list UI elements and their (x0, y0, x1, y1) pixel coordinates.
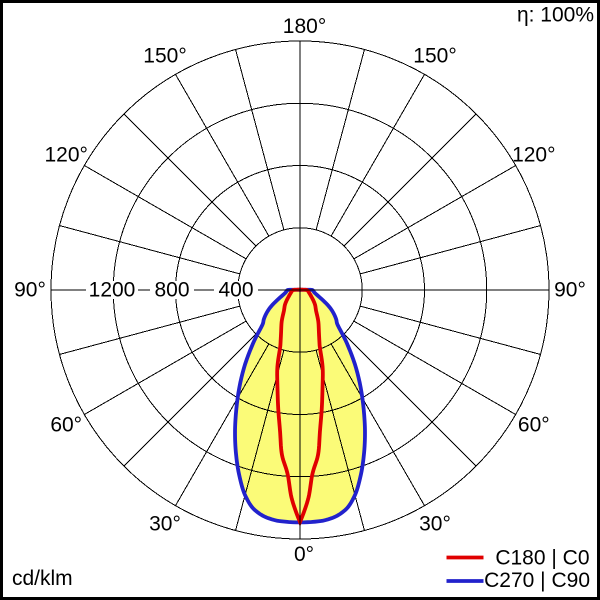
svg-text:180°: 180° (283, 15, 326, 38)
svg-text:30°: 30° (149, 512, 181, 535)
svg-text:cd/klm: cd/klm (12, 567, 73, 590)
svg-text:90°: 90° (14, 279, 46, 302)
svg-text:C270 | C90: C270 | C90 (484, 569, 590, 592)
svg-text:30°: 30° (419, 512, 451, 535)
svg-text:η: 100%: η: 100% (517, 4, 594, 27)
svg-text:400: 400 (218, 279, 253, 302)
svg-text:150°: 150° (143, 45, 186, 68)
svg-text:90°: 90° (554, 279, 586, 302)
svg-text:60°: 60° (518, 414, 550, 437)
svg-text:150°: 150° (413, 45, 456, 68)
svg-text:C180 | C0: C180 | C0 (495, 547, 589, 570)
svg-text:60°: 60° (50, 414, 82, 437)
svg-text:120°: 120° (44, 144, 87, 167)
svg-text:800: 800 (154, 279, 189, 302)
svg-text:120°: 120° (512, 144, 555, 167)
svg-text:0°: 0° (294, 543, 314, 566)
svg-text:1200: 1200 (89, 279, 136, 302)
